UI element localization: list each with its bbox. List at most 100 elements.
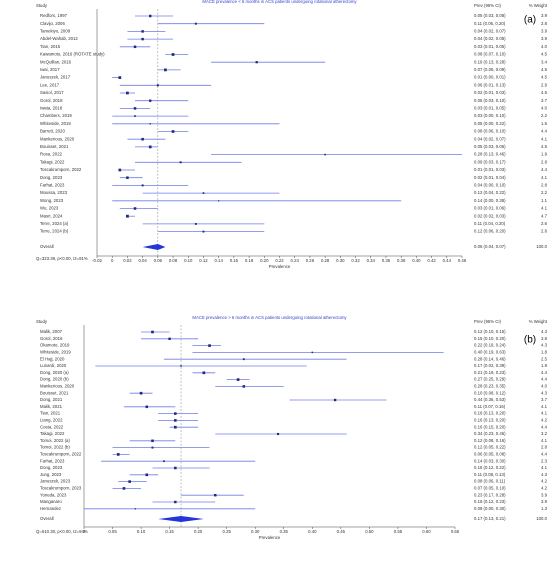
- weight: 4.1: [541, 404, 548, 409]
- chart-title: MACE prevalence < 6 months in ACS patien…: [202, 0, 357, 4]
- prevalence-ci: 0.40 (0.19, 0.63): [474, 350, 506, 355]
- study-name: Tomoi, 2022 (b): [40, 445, 70, 450]
- study-name: Wong, 2023: [40, 198, 64, 203]
- prevalence-ci: 0.16 (0.15, 0.20): [474, 424, 506, 429]
- weight: 1.8: [541, 363, 548, 368]
- study-name: Jung, 2023: [40, 472, 62, 477]
- prevalence-ci: 0.02 (0.01, 0.04): [474, 175, 506, 180]
- panel-label: (a): [524, 15, 536, 26]
- prevalence-marker: [218, 200, 220, 202]
- weight: 3.2: [541, 431, 548, 436]
- prevalence-ci: 0.12 (0.05, 0.22): [474, 445, 506, 450]
- panel-label: (b): [524, 335, 536, 346]
- study-name: Mankerious, 2020: [40, 136, 75, 141]
- x-tick-label: 0.22: [275, 258, 284, 263]
- prevalence-marker: [242, 358, 245, 361]
- prevalence-ci: 0.23 (0.17, 0.28): [474, 492, 506, 497]
- prevalence-marker: [126, 91, 129, 95]
- study-name: Takagi, 2022: [40, 159, 65, 164]
- study-name: Hernandez: [40, 506, 61, 511]
- weight: 4.4: [541, 424, 548, 429]
- prevalence-ci: 0.11 (0.06, 0.20): [474, 21, 506, 26]
- prevalence-ci: 0.16 (0.13, 0.20): [474, 411, 506, 416]
- study-name: Bouisset, 2021: [40, 390, 69, 395]
- prevalence-ci: 0.06 (0.05, 0.08): [474, 452, 506, 457]
- weight: 3.9: [541, 13, 548, 18]
- prevalence-marker: [141, 37, 144, 41]
- study-name: Liang, 2022: [40, 418, 63, 423]
- overall-name: Overall: [40, 516, 54, 521]
- prevalence-marker: [171, 53, 175, 56]
- x-tick-label: 0.06: [154, 258, 163, 263]
- study-name: Tomoi, 2022 (a): [40, 438, 70, 443]
- prevalence-ci: 0.28 (0.14, 0.46): [474, 356, 506, 361]
- prevalence-marker: [133, 107, 137, 110]
- study-name: Dong, 2021: [40, 397, 63, 402]
- weight: 4.0: [541, 384, 548, 389]
- weight: 3.4: [541, 59, 548, 64]
- prevalence-ci: 0.22 (0.19, 0.24): [474, 343, 506, 348]
- weight: 2.8: [541, 183, 548, 188]
- weight: 2.2: [541, 113, 548, 118]
- prevalence-marker: [180, 365, 182, 367]
- prevalence-ci: 0.05 (0.03, 0.08): [474, 13, 506, 18]
- prevalence-marker: [174, 419, 177, 422]
- x-tick-label: 0.30: [251, 529, 260, 534]
- x-tick-label: 0.46: [458, 258, 467, 263]
- column-header: Prev (95% CI): [474, 3, 502, 8]
- weight: 2.8: [541, 21, 548, 26]
- study-name: Lunardi, 2020: [40, 363, 67, 368]
- x-axis-label: Prevalence: [269, 264, 291, 269]
- prevalence-ci: 0.19 (0.13, 0.28): [474, 59, 506, 64]
- study-name: Costa, 2022: [40, 424, 64, 429]
- prevalence-ci: 0.28 (0.23, 0.35): [474, 384, 506, 389]
- prevalence-marker: [145, 473, 149, 477]
- weight: 4.5: [541, 90, 548, 95]
- prevalence-ci: 0.04 (0.02, 0.08): [474, 36, 506, 41]
- prevalence-ci: 0.03 (0.01, 0.06): [474, 206, 506, 211]
- prevalence-marker: [133, 45, 137, 49]
- weight: 4.1: [541, 411, 548, 416]
- weight: 4.5: [541, 75, 548, 80]
- x-tick-label: 0.38: [397, 258, 406, 263]
- prevalence-marker: [163, 460, 165, 463]
- prevalence-ci: 0.09 (0.00, 0.30): [474, 506, 506, 511]
- x-tick-label: 0.42: [427, 258, 436, 263]
- study-name: Terre, 2024 (b): [40, 229, 69, 234]
- weight: 4.4: [541, 129, 548, 134]
- prevalence-ci: 0.12 (0.04, 0.22): [474, 190, 506, 195]
- study-name: Januszek, 2023: [40, 479, 71, 484]
- study-name: Januszek, 2017: [40, 75, 71, 80]
- x-tick-label: 0.35: [280, 529, 289, 534]
- prevalence-marker: [194, 22, 197, 25]
- weight: 4.4: [541, 377, 548, 382]
- prevalence-marker: [174, 500, 177, 504]
- prevalence-marker: [126, 176, 129, 179]
- prevalence-marker: [276, 432, 280, 436]
- prevalence-ci: 0.02 (0.01, 0.03): [474, 90, 506, 95]
- prevalence-ci: 0.05 (0.03, 0.10): [474, 98, 506, 103]
- prevalence-ci: 0.03 (0.01, 0.05): [474, 106, 506, 111]
- prevalence-ci: 0.08 (0.07, 0.10): [474, 52, 506, 57]
- x-tick-label: 0: [111, 258, 114, 263]
- prevalence-ci: 0.15 (0.10, 0.20): [474, 336, 506, 341]
- prevalence-ci: 0.05 (0.03, 0.06): [474, 144, 506, 149]
- prevalence-marker: [179, 161, 182, 164]
- prevalence-ci: 0.11 (0.04, 0.20): [474, 221, 506, 226]
- heterogeneity-stats: Q=323.39, p<0.00, I2=91%: [36, 256, 88, 261]
- x-tick-label: -0.02: [92, 258, 102, 263]
- chart-title: MACE prevalence > 6 months in ACS patien…: [192, 315, 347, 320]
- weight: 2.6: [541, 229, 548, 234]
- prevalence-ci: 0.27 (0.25, 0.29): [474, 377, 506, 382]
- prevalence-marker: [164, 68, 167, 72]
- prevalence-marker: [151, 446, 154, 449]
- x-tick-label: 0.05: [108, 529, 117, 534]
- prevalence-ci: 0.03 (0.00, 0.10): [474, 113, 506, 118]
- prevalence-marker: [156, 84, 159, 87]
- weight: 3.9: [541, 499, 548, 504]
- prevalence-ci: 0.12 (0.08, 0.16): [474, 438, 506, 443]
- study-name: Mankerious, 2020: [40, 384, 75, 389]
- weight: 4.3: [541, 390, 548, 395]
- prevalence-marker: [141, 137, 144, 141]
- column-header: Study: [36, 319, 48, 324]
